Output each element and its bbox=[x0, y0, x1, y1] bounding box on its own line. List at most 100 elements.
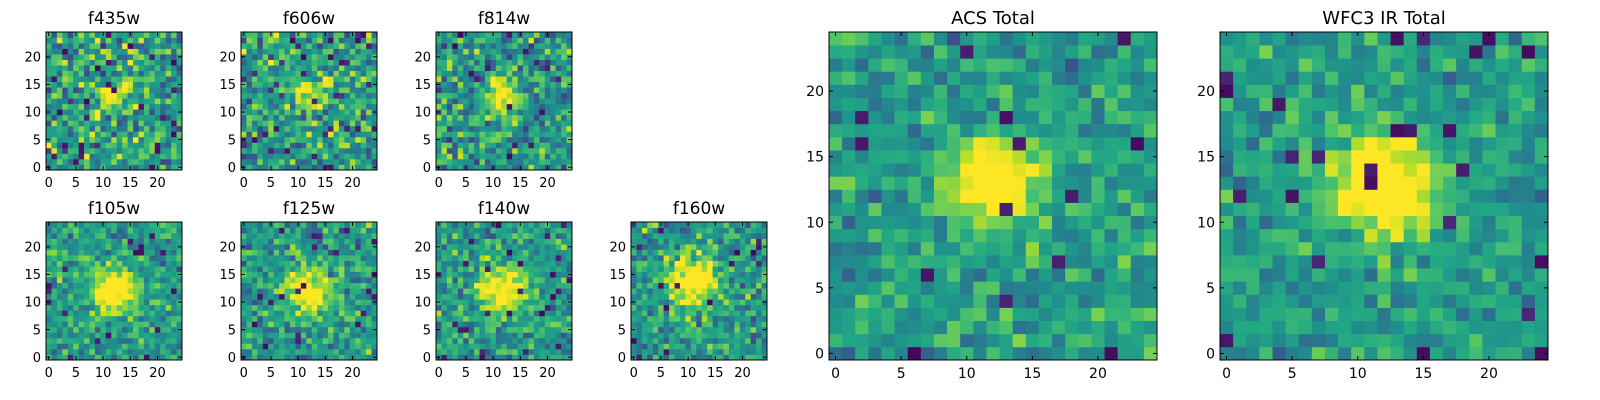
heatmap-cell bbox=[544, 343, 551, 350]
heatmap-cell bbox=[317, 109, 323, 116]
heatmap-cell bbox=[669, 222, 675, 228]
heatmap-cell bbox=[46, 343, 52, 350]
heatmap-cell bbox=[842, 176, 856, 190]
heatmap-cell bbox=[279, 332, 285, 339]
heatmap-cell bbox=[920, 176, 935, 190]
heatmap-cell bbox=[495, 147, 502, 154]
y-tick-label: 5 bbox=[423, 133, 431, 148]
heatmap-cell bbox=[154, 348, 161, 355]
heatmap-cell bbox=[555, 87, 562, 94]
heatmap-cell bbox=[328, 337, 334, 344]
heatmap-cell bbox=[355, 136, 362, 143]
heatmap-cell bbox=[1117, 215, 1132, 230]
heatmap-cell bbox=[566, 255, 573, 261]
heatmap-cell bbox=[506, 153, 513, 160]
heatmap-cell bbox=[468, 310, 475, 317]
heatmap-cell bbox=[739, 277, 746, 284]
heatmap-cell bbox=[138, 32, 145, 38]
heatmap-cell bbox=[669, 293, 675, 300]
heatmap-cell bbox=[360, 266, 367, 273]
heatmap-cell bbox=[262, 304, 269, 311]
heatmap-cell bbox=[62, 136, 69, 143]
heatmap-cell bbox=[663, 354, 670, 361]
heatmap-cell bbox=[484, 48, 491, 55]
heatmap-cell bbox=[333, 354, 340, 361]
heatmap-cell bbox=[712, 348, 719, 355]
heatmap-cell bbox=[842, 241, 856, 256]
heatmap-cell bbox=[176, 238, 183, 245]
heatmap-cell bbox=[1065, 268, 1079, 282]
heatmap-cell bbox=[160, 326, 167, 333]
heatmap-cell bbox=[555, 249, 562, 256]
heatmap-cell bbox=[658, 288, 664, 295]
heatmap-cell bbox=[105, 299, 112, 306]
heatmap-cell bbox=[555, 32, 562, 38]
panel-title: f814w bbox=[478, 9, 530, 29]
heatmap-cell bbox=[490, 326, 497, 333]
heatmap-cell bbox=[105, 354, 112, 361]
heatmap-cell bbox=[165, 266, 172, 273]
heatmap-cell bbox=[127, 288, 134, 295]
heatmap-cell bbox=[544, 120, 551, 127]
heatmap-cell bbox=[100, 255, 107, 261]
heatmap-cell bbox=[284, 65, 291, 71]
heatmap-cell bbox=[641, 332, 648, 339]
heatmap-cell bbox=[279, 43, 285, 49]
heatmap-cell bbox=[84, 233, 90, 239]
heatmap-cell bbox=[479, 332, 486, 339]
heatmap-cell bbox=[268, 125, 274, 132]
heatmap-cell bbox=[544, 304, 551, 311]
heatmap-cell bbox=[246, 37, 253, 44]
heatmap-cell bbox=[89, 37, 96, 44]
heatmap-cell bbox=[154, 98, 161, 105]
heatmap-cell bbox=[100, 92, 107, 99]
heatmap-cell bbox=[561, 255, 567, 261]
heatmap-cell bbox=[273, 260, 280, 267]
heatmap-cell bbox=[452, 54, 459, 60]
heatmap-cell bbox=[300, 293, 307, 300]
heatmap-cell bbox=[73, 332, 79, 339]
heatmap-cell bbox=[734, 354, 741, 361]
heatmap-cell bbox=[279, 354, 285, 361]
heatmap-cell bbox=[289, 114, 296, 121]
heatmap-cell bbox=[154, 337, 161, 344]
heatmap-cell bbox=[696, 227, 703, 234]
heatmap-cell bbox=[100, 131, 107, 138]
heatmap-cell bbox=[289, 136, 296, 143]
heatmap-cell bbox=[154, 227, 161, 234]
heatmap-cell bbox=[241, 158, 247, 165]
heatmap-cell bbox=[165, 43, 172, 49]
heatmap-cell bbox=[561, 37, 567, 44]
heatmap-cell bbox=[273, 222, 280, 228]
heatmap-cell bbox=[349, 282, 356, 289]
heatmap-cell bbox=[138, 103, 145, 110]
heatmap-cell bbox=[696, 222, 703, 228]
heatmap-cell bbox=[555, 332, 562, 339]
heatmap-cell bbox=[273, 293, 280, 300]
heatmap-cell bbox=[94, 354, 101, 361]
heatmap-cell bbox=[468, 343, 475, 350]
heatmap-cell bbox=[46, 293, 52, 300]
heatmap-cell bbox=[868, 346, 882, 361]
heatmap-cell bbox=[539, 299, 546, 306]
heatmap-cell bbox=[528, 337, 535, 344]
heatmap-cell bbox=[523, 315, 529, 322]
heatmap-cell bbox=[506, 310, 513, 317]
heatmap-cell bbox=[62, 164, 69, 171]
x-tick-label: 15 bbox=[122, 366, 139, 381]
heatmap-cell bbox=[51, 304, 58, 311]
heatmap-cell bbox=[46, 92, 52, 99]
heatmap-cell bbox=[707, 277, 713, 284]
heatmap-cell bbox=[512, 158, 518, 165]
heatmap-cell bbox=[89, 92, 96, 99]
heatmap-cell bbox=[251, 48, 258, 55]
heatmap-cell bbox=[344, 48, 351, 55]
heatmap-cell bbox=[89, 147, 96, 154]
heatmap-cell bbox=[355, 43, 362, 49]
heatmap-cell bbox=[452, 277, 459, 284]
heatmap-cell bbox=[154, 249, 161, 256]
heatmap-cell bbox=[100, 315, 107, 322]
heatmap-cell bbox=[452, 114, 459, 121]
heatmap-cell bbox=[111, 43, 118, 49]
heatmap-cell bbox=[441, 37, 448, 44]
